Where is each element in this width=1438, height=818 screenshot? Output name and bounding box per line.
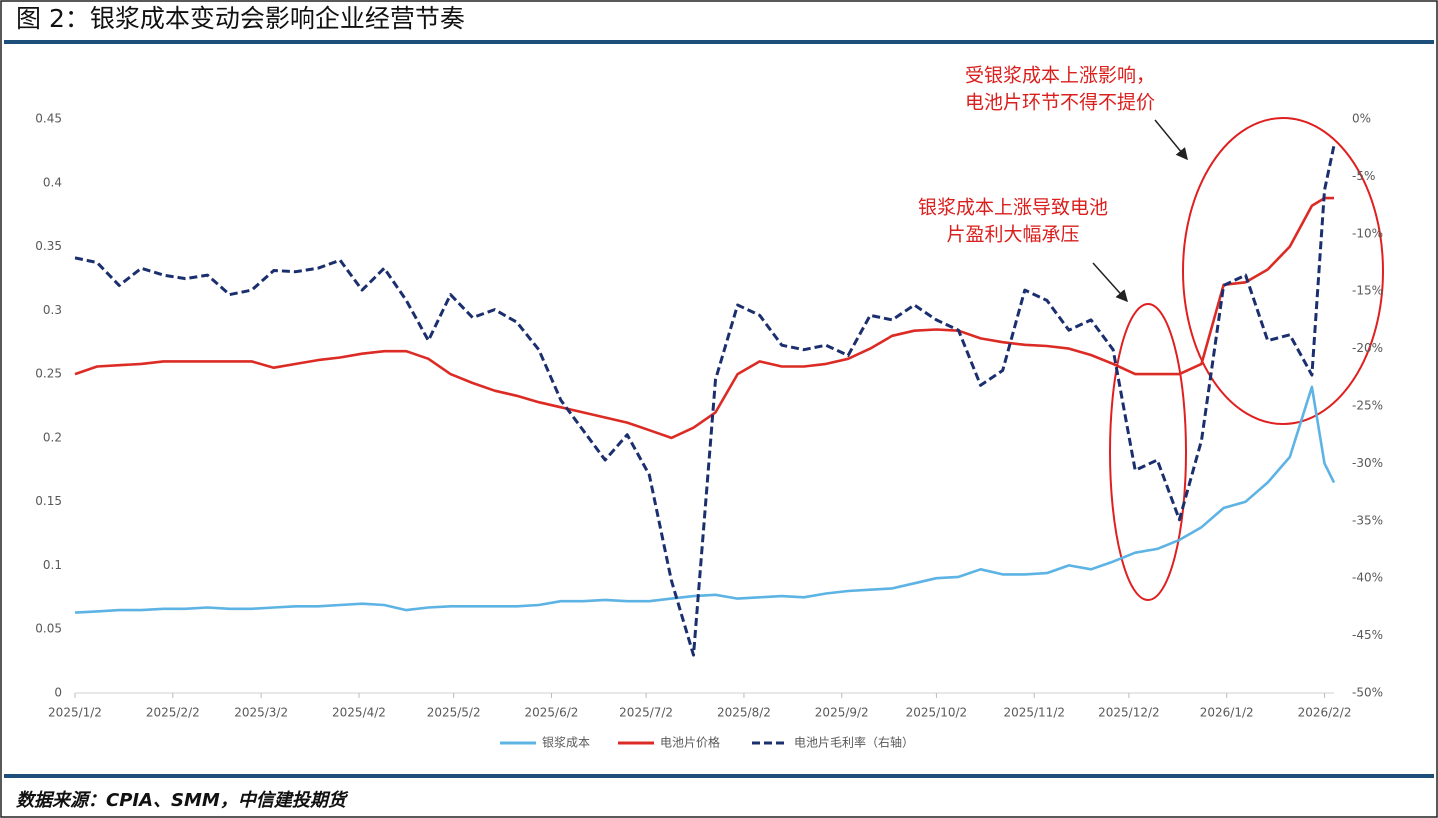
legend-label: 电池片价格 (660, 735, 720, 750)
x-tick-label: 2025/3/2 (234, 706, 288, 720)
legend-label: 银浆成本 (542, 735, 590, 750)
x-tick-label: 2025/4/2 (332, 706, 386, 720)
page-title: 图 2：银浆成本变动会影响企业经营节奏 (16, 4, 465, 33)
y-tick-label: 0.3 (43, 303, 62, 317)
annotation: 银浆成本上涨导致电池 (918, 197, 1108, 219)
y2-tick-label: -10% (1352, 226, 1383, 240)
x-tick-label: 2025/8/2 (717, 706, 771, 720)
y-tick-label: 0.35 (35, 239, 62, 253)
x-tick-label: 2026/2/2 (1298, 706, 1352, 720)
annotation: 电池片环节不得不提价 (965, 92, 1155, 114)
title-rule (4, 40, 1434, 44)
y-tick-label: 0.4 (43, 175, 62, 189)
y-tick-label: 0.45 (35, 112, 62, 126)
y-tick-label: 0 (54, 686, 62, 700)
y2-tick-label: -5% (1352, 169, 1375, 183)
series-line (74, 385, 1336, 614)
y-tick-label: 0.2 (43, 430, 62, 444)
y2-tick-label: -50% (1352, 686, 1383, 700)
x-tick-label: 2025/7/2 (619, 706, 673, 720)
source-rule (4, 774, 1434, 778)
x-tick-label: 2025/2/2 (146, 706, 200, 720)
arrow (1092, 262, 1129, 303)
y2-tick-label: -15% (1352, 284, 1383, 298)
x-tick-label: 2026/1/2 (1200, 706, 1254, 720)
x-tick-label: 2025/5/2 (427, 706, 481, 720)
x-tick-label: 2025/11/2 (1003, 706, 1065, 720)
highlight-ellipse (1182, 117, 1384, 425)
y-tick-label: 0.25 (35, 367, 62, 381)
highlight-ellipse (1109, 303, 1187, 601)
y-tick-label: 0.1 (43, 558, 62, 572)
x-tick-label: 2025/10/2 (906, 706, 968, 720)
arrow (1154, 119, 1188, 161)
y-tick-label: 0.05 (35, 622, 62, 636)
y-tick-label: 0.15 (35, 494, 62, 508)
y2-tick-label: -25% (1352, 399, 1383, 413)
series-line (74, 145, 1336, 657)
series-line (74, 196, 1334, 440)
x-tick-label: 2025/9/2 (815, 706, 869, 720)
y2-tick-label: -30% (1352, 456, 1383, 470)
x-tick-label: 2025/1/2 (48, 706, 102, 720)
y2-tick-label: -20% (1352, 341, 1383, 355)
legend-label: 电池片毛利率（右轴） (794, 735, 914, 750)
x-tick-label: 2025/6/2 (525, 706, 579, 720)
y2-tick-label: -40% (1352, 571, 1383, 585)
source-note: 数据来源：CPIA、SMM，中信建投期货 (16, 790, 349, 811)
y2-tick-label: 0% (1352, 112, 1371, 126)
annotation: 片盈利大幅承压 (946, 224, 1079, 246)
y2-tick-label: -35% (1352, 513, 1383, 527)
y2-tick-label: -45% (1352, 628, 1383, 642)
annotation: 受银浆成本上涨影响， (965, 65, 1155, 87)
x-tick-label: 2025/12/2 (1098, 706, 1160, 720)
